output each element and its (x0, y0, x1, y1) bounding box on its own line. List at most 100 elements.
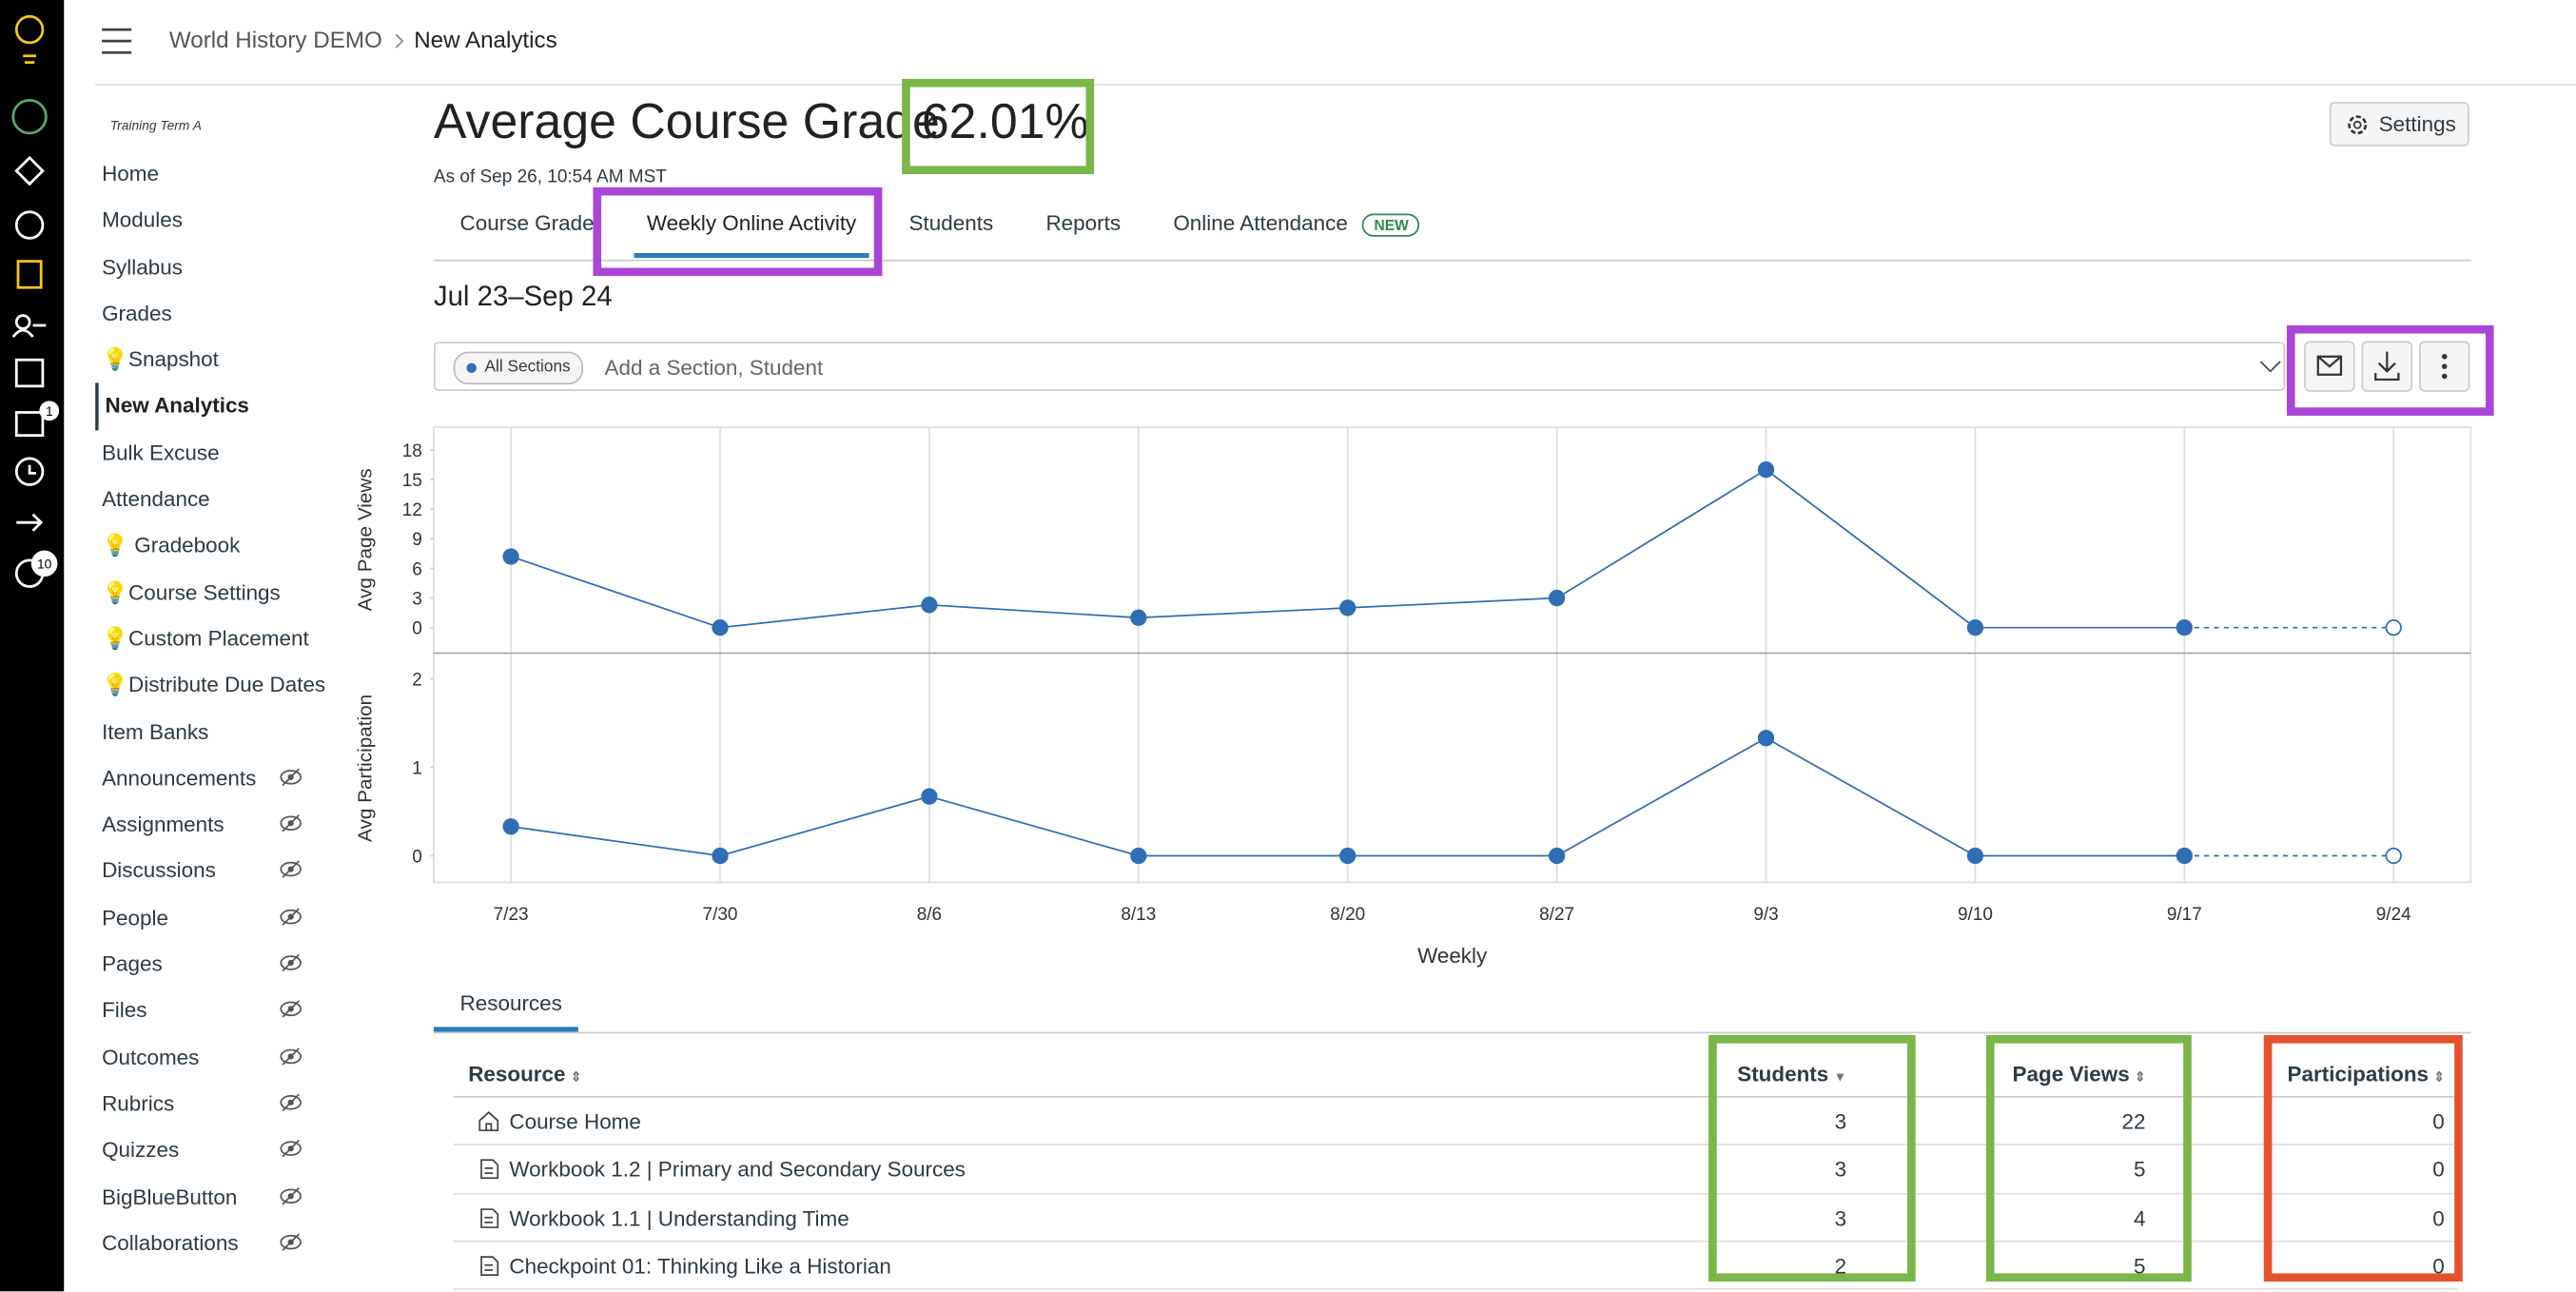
column-header[interactable]: Students ▼ (1737, 1062, 1846, 1086)
tab[interactable]: Online Attendance NEW (1147, 210, 1447, 253)
column-header[interactable]: Participations ⇕ (2288, 1062, 2445, 1086)
hidden-icon (280, 861, 302, 879)
resource-name[interactable]: Checkpoint 01: Thinking Like a Historian (509, 1253, 891, 1279)
column-header[interactable]: Resource ⇕ (468, 1062, 581, 1086)
point (921, 788, 938, 805)
divider (433, 259, 2471, 262)
number-cell: 3 (1834, 1108, 1847, 1134)
y-tick-label: 0 (412, 847, 422, 867)
nav-item-row[interactable]: Attendance (95, 477, 342, 523)
number-cell: 3 (1834, 1157, 1847, 1183)
sort-icon: ▼ (1833, 1069, 1847, 1085)
tab[interactable]: Weekly Online Activity (620, 210, 883, 259)
plot-border (433, 426, 2472, 884)
hidden-icon (280, 768, 302, 786)
nav-item-row[interactable]: Item Banks (95, 709, 342, 755)
nav-item-row[interactable]: Discussions (95, 849, 342, 895)
nav-item[interactable]: Grades (102, 300, 172, 325)
nav-item[interactable]: Discussions (102, 858, 216, 884)
nav-item-row[interactable]: Rubrics (95, 1081, 342, 1127)
filter[interactable]: All Sections Add a Section, Student (433, 342, 2286, 392)
nav-item[interactable]: Collaborations (102, 1230, 239, 1256)
breadcrumb[interactable]: World History DEMO (168, 26, 382, 53)
tab[interactable]: Students (883, 210, 1020, 253)
nav-item-row[interactable]: 💡Distribute Due Dates (95, 662, 342, 709)
tab-label[interactable]: Students (908, 210, 994, 235)
nav-item-row[interactable]: Syllabus (95, 245, 342, 291)
page-title: Average Course Grade (433, 95, 940, 150)
hidden-icon (280, 1000, 302, 1019)
nav-item-row[interactable]: 💡Snapshot (95, 337, 342, 383)
nav-item[interactable]: 💡Course Settings (102, 579, 281, 604)
chip[interactable]: All Sections (453, 351, 584, 385)
resources-tab[interactable]: Resources (459, 990, 562, 1016)
tab[interactable]: Course Grade (434, 210, 620, 253)
nav-item-row[interactable]: Outcomes (95, 1034, 342, 1081)
resource-name[interactable]: Course Home (509, 1108, 641, 1134)
as-of: As of Sep 26, 10:54 AM MST (433, 167, 667, 187)
hidden-icon (280, 953, 302, 972)
resource-name[interactable]: Workbook 1.1 | Understanding Time (509, 1204, 849, 1230)
nav-item[interactable]: Attendance (102, 486, 210, 512)
nav-item[interactable]: Quizzes (102, 1137, 180, 1163)
x-tick-label: 8/13 (1121, 905, 1156, 925)
nav-item[interactable]: Pages (102, 951, 163, 976)
tab-label[interactable]: Weekly Online Activity (646, 210, 857, 235)
nav-item-row[interactable]: Modules (95, 198, 342, 245)
resource-name[interactable]: Workbook 1.2 | Primary and Secondary Sou… (509, 1157, 966, 1183)
nav-item[interactable]: 💡Snapshot (102, 346, 219, 372)
point (1548, 847, 1566, 865)
nav-item-row[interactable]: BigBlueButton (95, 1174, 342, 1221)
nav-item-row[interactable]: Files (95, 989, 342, 1035)
nav-item[interactable]: Syllabus (102, 253, 183, 279)
tab-label[interactable]: Reports (1045, 210, 1122, 235)
nav-item[interactable]: BigBlueButton (102, 1184, 238, 1209)
nav-item-row[interactable]: Home (95, 151, 342, 198)
nav-item[interactable]: Item Banks (102, 718, 209, 744)
nav-item[interactable]: Bulk Excuse (102, 440, 220, 465)
nav-item[interactable]: 💡 Gradebook (102, 533, 241, 558)
x-tick-label: 7/30 (703, 905, 738, 925)
nav-item-row[interactable]: Assignments (95, 802, 342, 849)
settings-button[interactable]: Settings (2329, 102, 2469, 147)
nav-item[interactable]: Files (102, 997, 147, 1023)
point (1757, 461, 1775, 479)
tab[interactable]: Reports (1020, 210, 1147, 253)
nav-item[interactable]: 💡Distribute Due Dates (102, 672, 326, 697)
nav-item-row[interactable]: Grades (95, 290, 342, 337)
nav-item[interactable]: New Analytics (105, 393, 249, 419)
breadcrumb: New Analytics (414, 26, 557, 53)
nav-item[interactable]: Announcements (102, 765, 257, 791)
nav-item-row[interactable]: Bulk Excuse (95, 430, 342, 477)
nav-item[interactable]: Assignments (102, 812, 224, 837)
nav-item-row[interactable]: New Analytics (95, 383, 342, 431)
action-buttons[interactable] (2300, 337, 2481, 400)
nav-item-row[interactable]: 💡Course Settings (95, 570, 342, 617)
nav-item[interactable]: Home (102, 161, 159, 186)
x-tick-label: 9/3 (1753, 905, 1778, 925)
column-label: Page Views (2012, 1061, 2130, 1086)
nav-item[interactable]: Modules (102, 207, 183, 233)
x-tick-label: 9/17 (2167, 905, 2202, 925)
nav-item[interactable]: People (102, 905, 168, 930)
nav-item-row[interactable]: Quizzes (95, 1127, 342, 1174)
column-label: Students (1737, 1061, 1829, 1086)
nav-item-row[interactable]: Announcements (95, 755, 342, 802)
nav-item-row[interactable]: Pages (95, 942, 342, 989)
point (921, 597, 938, 614)
number-cell: 0 (2432, 1108, 2445, 1134)
nav-item-row[interactable]: 💡Custom Placement (95, 617, 342, 663)
tab-label[interactable]: Course Grade (459, 210, 595, 235)
nav-item[interactable]: 💡Custom Placement (102, 625, 309, 651)
nav-item-row[interactable]: 💡 Gradebook (95, 523, 342, 570)
point (1339, 847, 1356, 865)
nav-item-row[interactable]: People (95, 895, 342, 942)
nav-item[interactable]: Rubrics (102, 1090, 175, 1116)
placeholder: Add a Section, Student (604, 355, 824, 380)
column-header[interactable]: Page Views ⇕ (2013, 1062, 2146, 1086)
nav-item[interactable]: Outcomes (102, 1044, 200, 1069)
point (1966, 619, 1984, 636)
menu-icon[interactable] (99, 23, 138, 59)
tab-label[interactable]: Online Attendance (1173, 210, 1348, 235)
nav-item-row[interactable]: Collaborations (95, 1221, 342, 1267)
